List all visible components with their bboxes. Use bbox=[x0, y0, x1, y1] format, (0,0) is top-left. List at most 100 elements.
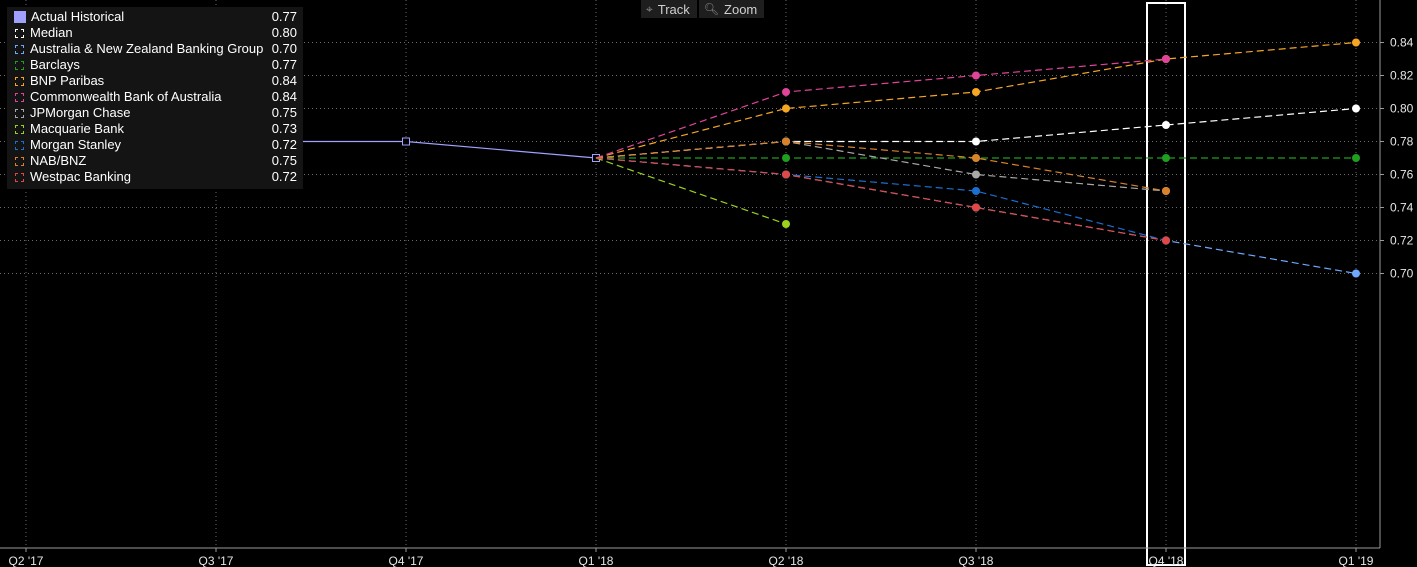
highlight-layer bbox=[1146, 2, 1186, 566]
legend-item[interactable]: Macquarie Bank 0.73 bbox=[7, 121, 303, 137]
legend-swatch bbox=[15, 60, 24, 70]
legend-label: Westpac Banking bbox=[30, 169, 131, 184]
highlight-box bbox=[1146, 2, 1186, 566]
legend-item[interactable]: Australia & New Zealand Banking Group 0.7… bbox=[7, 41, 303, 57]
legend-value: 0.84 bbox=[271, 89, 297, 104]
legend-swatch bbox=[15, 124, 24, 134]
data-point bbox=[972, 71, 980, 80]
y-tick-label: 0.70 bbox=[1390, 267, 1414, 281]
legend-label: BNP Paribas bbox=[30, 73, 105, 88]
x-tick-label: Q4 '17 bbox=[389, 554, 424, 567]
y-tick-label: 0.82 bbox=[1390, 69, 1414, 83]
legend-value: 0.75 bbox=[271, 153, 297, 168]
data-point bbox=[972, 88, 980, 96]
data-point bbox=[782, 104, 790, 113]
data-point bbox=[782, 220, 790, 228]
legend-item[interactable]: NAB/BNZ 0.75 bbox=[7, 153, 303, 169]
data-point bbox=[972, 137, 980, 146]
legend-item[interactable]: JPMorgan Chase 0.75 bbox=[7, 105, 303, 121]
legend-value: 0.72 bbox=[271, 169, 297, 184]
track-label: Track bbox=[657, 1, 690, 17]
y-tick-label: 0.80 bbox=[1390, 102, 1414, 116]
legend-label: NAB/BNZ bbox=[30, 153, 87, 168]
series-line bbox=[595, 140, 1167, 192]
legend-swatch bbox=[15, 92, 24, 102]
legend-label: Macquarie Bank bbox=[30, 121, 124, 136]
magnifier-icon: 🔍︎ bbox=[703, 1, 720, 16]
legend-label: Median bbox=[30, 25, 73, 40]
data-point bbox=[972, 187, 980, 195]
legend-item[interactable]: Westpac Banking 0.72 bbox=[7, 169, 303, 185]
x-tick-label: Q1 '18 bbox=[579, 554, 614, 567]
legend-value: 0.80 bbox=[271, 25, 297, 40]
y-tick-label: 0.84 bbox=[1390, 36, 1414, 50]
data-point bbox=[1162, 121, 1170, 129]
legend-swatch bbox=[15, 44, 24, 54]
legend: Actual Historical 0.77 Median 0.80 Australia… bbox=[7, 7, 303, 189]
series-line bbox=[595, 58, 1167, 159]
chart-toolbar: ⌖ Track 🔍︎ Zoom bbox=[641, 0, 765, 18]
data-point bbox=[1352, 269, 1360, 278]
data-point bbox=[1162, 55, 1170, 63]
legend-swatch bbox=[15, 108, 24, 118]
legend-label: Barclays bbox=[30, 57, 80, 72]
legend-swatch bbox=[15, 172, 24, 182]
data-point bbox=[972, 170, 980, 179]
legend-value: 0.75 bbox=[271, 105, 297, 120]
y-tick-label: 0.78 bbox=[1390, 135, 1414, 149]
legend-label: Actual Historical bbox=[31, 9, 125, 24]
series-line bbox=[595, 140, 1167, 192]
legend-swatch bbox=[15, 140, 24, 150]
series-line bbox=[595, 157, 787, 225]
zoom-button[interactable]: 🔍︎ Zoom bbox=[698, 0, 765, 18]
legend-item[interactable]: BNP Paribas 0.84 bbox=[7, 73, 303, 89]
series-line bbox=[595, 157, 1167, 242]
x-tick-label: Q4 '18 bbox=[1149, 554, 1184, 567]
data-point bbox=[972, 203, 980, 212]
data-point bbox=[782, 88, 790, 96]
legend-label: Australia & New Zealand Banking Group bbox=[29, 41, 264, 56]
crosshair-icon: ⌖ bbox=[646, 1, 653, 16]
legend-label: JPMorgan Chase bbox=[30, 105, 131, 120]
legend-swatch bbox=[15, 156, 24, 166]
data-point bbox=[1162, 154, 1170, 162]
track-button[interactable]: ⌖ Track bbox=[641, 0, 697, 18]
series-line bbox=[595, 107, 1357, 159]
legend-item[interactable]: Median 0.80 bbox=[7, 25, 303, 41]
x-tick-label: Q3 '17 bbox=[199, 554, 234, 567]
data-point bbox=[402, 137, 410, 146]
data-point bbox=[1162, 236, 1170, 245]
legend-value: 0.72 bbox=[271, 137, 297, 152]
data-point bbox=[1162, 187, 1170, 195]
legend-value: 0.77 bbox=[271, 57, 297, 72]
legend-label: Morgan Stanley bbox=[30, 137, 122, 152]
gridlines bbox=[0, 0, 1380, 548]
data-point bbox=[972, 154, 980, 162]
x-tick-label: Q3 '18 bbox=[959, 554, 994, 567]
legend-swatch bbox=[15, 28, 24, 38]
x-tick-label: Q2 '18 bbox=[769, 554, 804, 567]
legend-swatch bbox=[15, 76, 24, 86]
legend-item[interactable]: Actual Historical 0.77 bbox=[7, 9, 303, 25]
series-line bbox=[595, 157, 1167, 242]
data-point bbox=[782, 170, 790, 179]
data-point bbox=[1352, 154, 1360, 162]
legend-value: 0.70 bbox=[271, 41, 297, 56]
legend-value: 0.84 bbox=[271, 73, 297, 88]
zoom-label: Zoom bbox=[724, 1, 758, 17]
y-tick-label: 0.76 bbox=[1390, 168, 1414, 182]
legend-item[interactable]: Morgan Stanley 0.72 bbox=[7, 137, 303, 153]
legend-value: 0.73 bbox=[271, 121, 297, 136]
legend-item[interactable]: Commonwealth Bank of Australia 0.84 bbox=[7, 89, 303, 105]
data-point bbox=[782, 137, 790, 146]
x-tick-label: Q2 '17 bbox=[9, 554, 44, 567]
y-tick-label: 0.74 bbox=[1390, 201, 1414, 215]
data-point bbox=[1352, 38, 1360, 47]
legend-swatch bbox=[14, 11, 26, 23]
legend-label: Commonwealth Bank of Australia bbox=[30, 89, 222, 104]
legend-value: 0.77 bbox=[271, 9, 297, 24]
y-tick-label: 0.72 bbox=[1390, 234, 1414, 248]
x-tick-label: Q1 '19 bbox=[1339, 554, 1374, 567]
legend-item[interactable]: Barclays 0.77 bbox=[7, 57, 303, 73]
